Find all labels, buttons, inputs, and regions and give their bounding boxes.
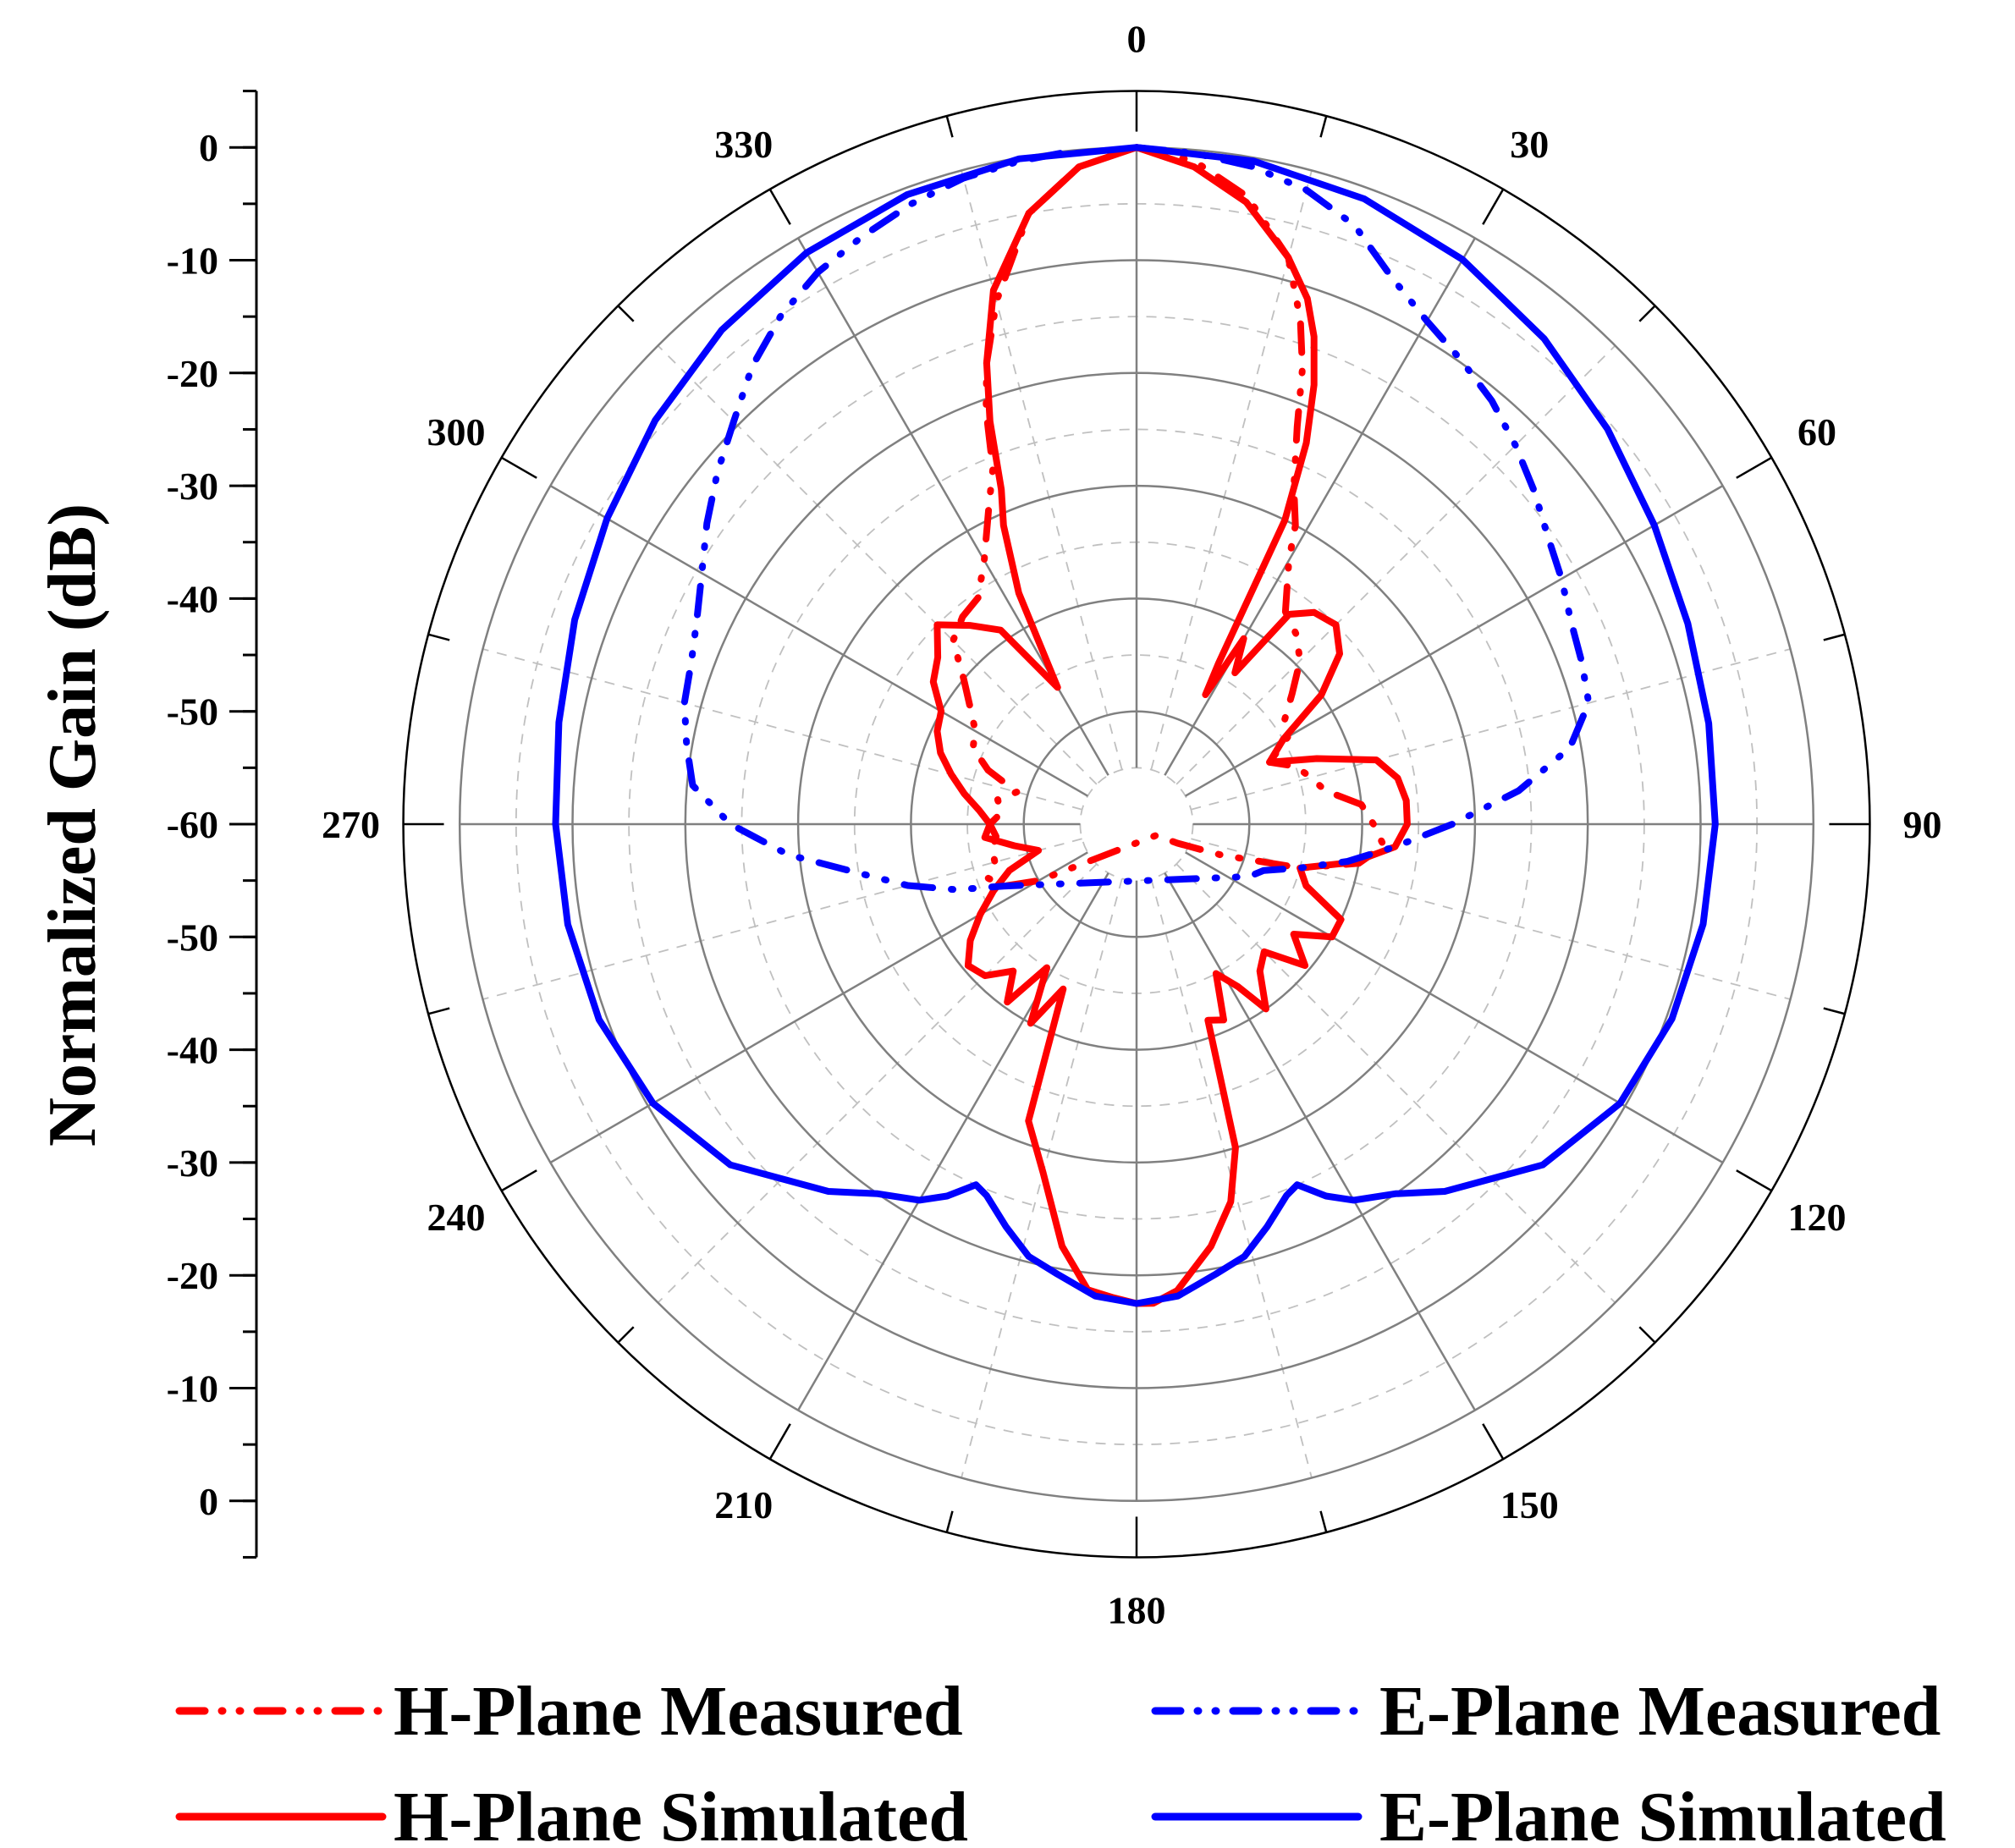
minor-spoke [1175,863,1616,1304]
legend-label: E-Plane Simulated [1379,1778,1946,1848]
series-e-plane-measured [680,144,1593,894]
angular-tick [1823,1007,1846,1015]
angle-label-90: 90 [1902,803,1941,846]
radial-tick-label: -30 [167,1141,218,1185]
angular-tick [1736,1169,1772,1192]
angle-label-150: 150 [1500,1483,1559,1526]
radial-tick-label: -40 [167,1029,218,1072]
angle-label-180: 180 [1108,1588,1166,1631]
angle-label-60: 60 [1798,410,1836,454]
angular-tick [1638,305,1656,322]
major-spoke [1164,872,1476,1411]
angular-tick [1736,456,1772,479]
radial-tick-label: -40 [167,577,218,620]
series-h-plane-measured [950,144,1388,890]
angular-tick [617,305,635,322]
angular-tick [1638,1326,1656,1344]
radial-tick-label: -20 [167,352,218,395]
angular-tick [427,1007,450,1015]
angular-tick [768,1423,791,1460]
major-spoke [549,851,1088,1163]
legend-label: H-Plane Simulated [394,1778,968,1848]
angle-label-30: 30 [1510,123,1549,166]
minor-spoke [1175,344,1616,785]
outer-circle [402,90,1871,1559]
legend: H-Plane Measured E-Plane Measured H-Plan… [175,1672,1946,1848]
major-spoke [1164,237,1476,776]
angular-tick [1319,1510,1328,1533]
minor-spoke [961,170,1123,770]
legend-label: E-Plane Measured [1379,1672,1941,1751]
angular-tick [1482,1423,1505,1460]
angular-tick [427,633,450,641]
legend-item-h-plane-simulated: H-Plane Simulated [175,1778,968,1848]
major-spoke [797,237,1109,776]
angle-label-0: 0 [1127,18,1147,61]
angle-label-210: 210 [714,1483,773,1526]
legend-item-e-plane-measured: E-Plane Measured [1151,1672,1941,1751]
angle-label-240: 240 [427,1196,485,1239]
radial-tick-label: 0 [199,1480,218,1523]
radial-tick-label: -10 [167,1367,218,1411]
angular-tick [768,189,791,225]
radial-tick-label: -50 [167,916,218,959]
radial-axis: 0 -10 -20 -30 -40 -50 -60 -50 -40 -30 -20 -10 0 [167,90,258,1559]
minor-spoke [657,344,1098,785]
y-axis-title: Normalized Gain (dB) [36,503,110,1147]
legend-label: H-Plane Measured [394,1672,963,1751]
minor-ring [1079,767,1194,882]
minor-spoke [482,648,1082,811]
series-e-plane-simulated [552,144,1719,1307]
angle-label-120: 120 [1788,1196,1847,1239]
angular-tick [1482,189,1505,225]
major-grid [458,146,1815,1503]
legend-item-e-plane-simulated: E-Plane Simulated [1151,1778,1946,1848]
angular-tick [945,115,954,138]
major-spoke [797,872,1109,1411]
outer-frame-circle [402,90,1871,1559]
angular-tick [1319,115,1328,138]
data-series [552,144,1719,1307]
series-h-plane-simulated [929,144,1411,1307]
major-spoke [549,485,1088,797]
radial-tick-label: -50 [167,690,218,734]
major-spoke [1185,485,1724,797]
radial-tick-label: 0 [199,126,218,169]
radial-tick-label: -60 [167,803,218,846]
angular-tick-labels: 0 30 60 90 120 150 180 210 240 270 300 330 [322,18,1941,1632]
angular-tick [501,1169,537,1192]
angle-label-330: 330 [714,123,773,166]
angular-tick [1823,633,1846,641]
legend-item-h-plane-measured: H-Plane Measured [175,1672,963,1751]
minor-spoke [657,863,1098,1304]
angle-label-270: 270 [322,803,380,846]
angular-tick [501,456,537,479]
major-spoke [1185,851,1724,1163]
angle-label-300: 300 [427,410,485,454]
radial-tick-label: -20 [167,1254,218,1297]
angular-tick [945,1510,954,1533]
angular-tick [617,1326,635,1344]
radial-tick-label: -30 [167,465,218,508]
radial-tick-label: -10 [167,239,218,283]
